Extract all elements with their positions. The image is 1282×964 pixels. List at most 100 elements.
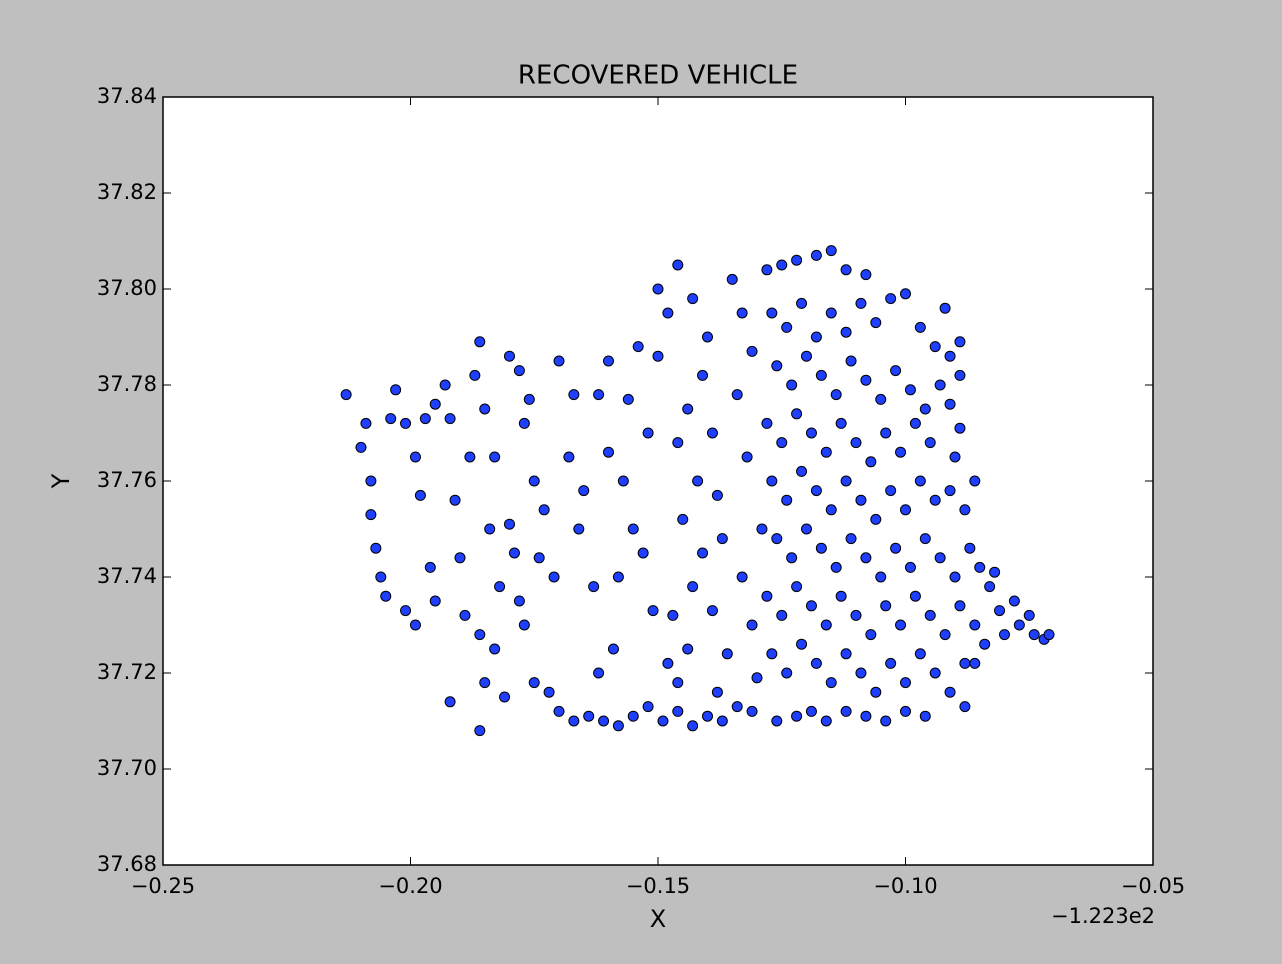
scatter-point <box>924 437 936 449</box>
scatter-point <box>776 609 788 621</box>
scatter-point <box>766 307 778 319</box>
scatter-point <box>860 374 872 386</box>
scatter-point <box>652 350 664 362</box>
scatter-point <box>979 638 991 650</box>
scatter-point <box>914 648 926 660</box>
scatter-point <box>840 705 852 717</box>
scatter-point <box>756 523 768 535</box>
scatter-point <box>895 619 907 631</box>
scatter-point <box>781 321 793 333</box>
scatter-point <box>825 504 837 516</box>
scatter-point <box>865 629 877 641</box>
scatter-point <box>607 643 619 655</box>
scatter-point <box>439 379 451 391</box>
scatter-point <box>340 389 352 401</box>
scatter-point <box>622 393 634 405</box>
scatter-point <box>776 437 788 449</box>
scatter-point <box>954 369 966 381</box>
y-tick-label: 37.80 <box>97 276 157 300</box>
scatter-point <box>563 451 575 463</box>
scatter-point <box>553 355 565 367</box>
scatter-point <box>974 561 986 573</box>
scatter-point <box>786 379 798 391</box>
x-offset-label: −1.223e2 <box>1051 904 1155 928</box>
x-axis-label: X <box>650 905 666 933</box>
scatter-point <box>885 657 897 669</box>
scatter-point <box>627 710 639 722</box>
scatter-point <box>568 389 580 401</box>
scatter-point <box>890 542 902 554</box>
y-tick-label: 37.68 <box>97 852 157 876</box>
scatter-point <box>944 350 956 362</box>
scatter-point <box>667 609 679 621</box>
scatter-point <box>791 581 803 593</box>
scatter-point <box>716 533 728 545</box>
y-axis-label: Y <box>47 473 75 489</box>
scatter-point <box>479 403 491 415</box>
scatter-point <box>855 297 867 309</box>
scatter-point <box>687 720 699 732</box>
scatter-point <box>593 389 605 401</box>
scatter-point <box>820 715 832 727</box>
scatter-point <box>612 720 624 732</box>
scatter-point <box>370 542 382 554</box>
scatter-point <box>949 451 961 463</box>
scatter-point <box>954 600 966 612</box>
scatter-point <box>805 600 817 612</box>
scatter-point <box>642 427 654 439</box>
scatter-point <box>365 475 377 487</box>
scatter-point <box>598 715 610 727</box>
scatter-point <box>489 643 501 655</box>
scatter-point <box>855 494 867 506</box>
scatter-point <box>400 417 412 429</box>
x-tick-label: −0.15 <box>626 874 690 898</box>
scatter-point <box>885 293 897 305</box>
scatter-point <box>860 552 872 564</box>
scatter-point <box>919 403 931 415</box>
scatter-point <box>385 413 397 425</box>
chart-title: RECOVERED VEHICLE <box>518 61 798 91</box>
scatter-point <box>830 561 842 573</box>
scatter-point <box>895 446 907 458</box>
scatter-point <box>776 259 788 271</box>
scatter-point <box>494 581 506 593</box>
scatter-point <box>771 533 783 545</box>
scatter-point <box>929 494 941 506</box>
scatter-point <box>612 571 624 583</box>
scatter-point <box>801 350 812 362</box>
scatter-point <box>825 307 837 319</box>
scatter-point <box>716 715 728 727</box>
scatter-point <box>682 403 694 415</box>
scatter-point <box>914 321 926 333</box>
scatter-point <box>870 513 882 525</box>
scatter-point <box>949 571 961 583</box>
scatter-point <box>474 629 486 641</box>
y-tick-label: 37.78 <box>97 372 157 396</box>
scatter-point <box>791 408 803 420</box>
scatter-point <box>588 581 600 593</box>
scatter-point <box>850 609 862 621</box>
scatter-point <box>692 475 704 487</box>
scatter-point <box>786 552 798 564</box>
scatter-point <box>850 437 862 449</box>
scatter-point <box>999 629 1010 641</box>
scatter-point <box>959 701 971 713</box>
scatter-point <box>711 686 723 698</box>
scatter-point <box>484 523 496 535</box>
scatter-point <box>419 413 431 425</box>
x-tick-label: −0.10 <box>873 874 937 898</box>
scatter-point <box>400 605 412 617</box>
scatter-point <box>617 475 629 487</box>
scatter-point <box>900 705 911 717</box>
scatter-point <box>984 581 996 593</box>
scatter-point <box>578 485 590 497</box>
scatter-point <box>929 667 941 679</box>
scatter-point <box>726 273 738 285</box>
scatter-point <box>365 509 377 521</box>
scatter-point <box>904 561 916 573</box>
scatter-point <box>815 542 827 554</box>
scatter-point <box>771 360 783 372</box>
scatter-point <box>805 427 817 439</box>
scatter-point <box>380 590 392 602</box>
scatter-point <box>964 542 976 554</box>
